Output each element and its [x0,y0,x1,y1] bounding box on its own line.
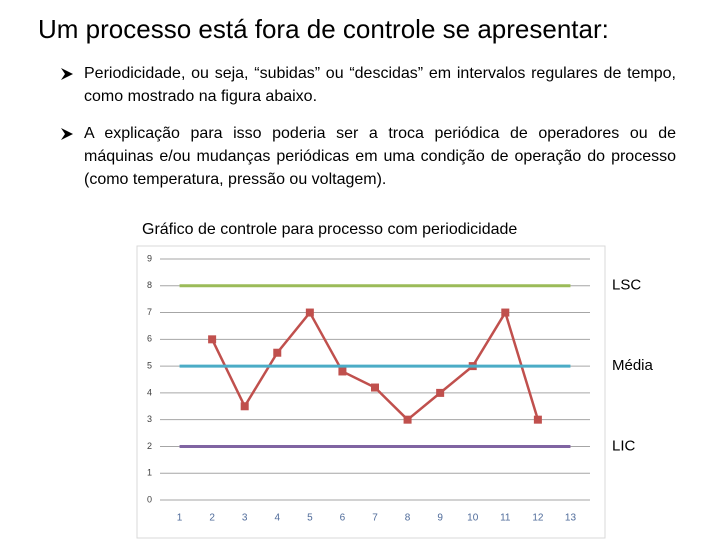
chart-title: Gráfico de controle para processo com pe… [142,221,517,238]
y-tick-label: 3 [147,414,152,424]
y-tick-label: 7 [147,307,152,317]
data-point [533,415,542,424]
data-point [208,335,217,344]
x-tick-label: 2 [209,513,215,524]
x-tick-label: 1 [177,513,183,524]
y-tick-label: 8 [147,280,152,290]
x-tick-label: 12 [532,513,544,524]
data-point [305,308,314,317]
bullet: Periodicidade, ou seja, “subidas” ou “de… [61,62,676,108]
series-label: Média [612,357,654,374]
x-tick-label: 9 [437,513,443,524]
bullet-text: A explicação para isso poderia ser a tro… [84,125,676,188]
data-point [501,308,510,317]
series-label: LSC [612,277,641,294]
y-tick-label: 1 [147,468,152,478]
y-tick-label: 9 [147,253,152,263]
x-tick-label: 6 [340,513,346,524]
y-tick-label: 2 [147,441,152,451]
y-tick-label: 4 [147,387,152,397]
y-tick-label: 0 [147,494,152,504]
data-point [403,415,412,424]
data-point [273,348,282,357]
x-tick-label: 8 [405,513,411,524]
slide-title: Um processo está fora de controle se apr… [38,14,609,44]
data-point [240,402,249,411]
x-tick-label: 7 [372,513,378,524]
x-tick-label: 10 [467,513,479,524]
chart-frame [136,245,606,539]
y-tick-label: 6 [147,334,152,344]
x-tick-label: 11 [500,513,511,524]
data-point [338,367,347,376]
data-point [436,388,445,397]
data-point [371,383,379,392]
series-label: LIC [612,437,636,454]
bullet-text: Periodicidade, ou seja, “subidas” ou “de… [84,65,676,105]
x-tick-label: 13 [565,513,577,524]
bullet-arrow [61,128,73,140]
bullet-arrow [61,68,73,80]
x-tick-label: 3 [242,513,248,524]
x-tick-label: 5 [307,513,313,524]
y-tick-label: 5 [147,360,152,370]
bullet: A explicação para isso poderia ser a tro… [61,122,676,191]
x-tick-label: 4 [274,513,280,524]
